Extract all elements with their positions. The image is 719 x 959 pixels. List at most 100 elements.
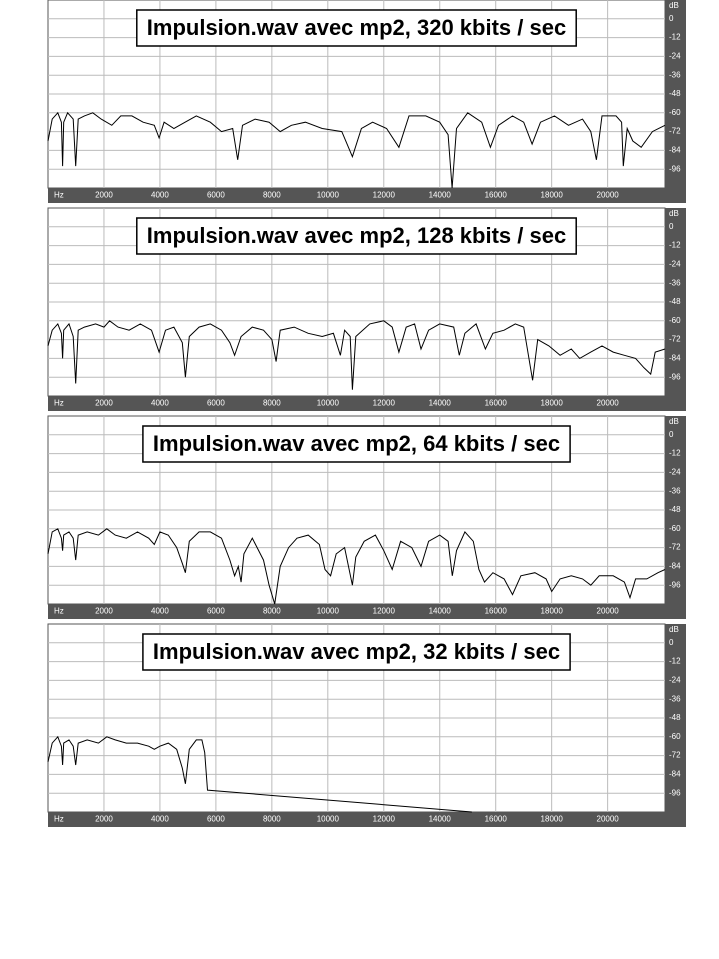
x-tick-label: 2000 [95,815,113,824]
x-tick-label: 2000 [95,399,113,408]
x-tick-label: 6000 [207,399,225,408]
x-tick-label: 20000 [597,815,620,824]
x-tick-label: 6000 [207,191,225,200]
y-tick-label: -96 [669,580,681,589]
x-tick-label: 14000 [429,399,452,408]
x-tick-label: 12000 [373,607,396,616]
y-tick-label: -12 [669,33,681,42]
y-tick-label: -36 [669,70,681,79]
x-axis-label: Hz [54,815,64,824]
y-axis-label: dB [669,417,679,426]
x-tick-label: 8000 [263,191,281,200]
y-tick-label: 0 [669,430,674,439]
x-tick-label: 18000 [541,191,564,200]
y-tick-label: -48 [669,713,681,722]
x-tick-label: 10000 [317,607,340,616]
x-tick-label: 6000 [207,607,225,616]
x-tick-label: 16000 [485,399,508,408]
x-tick-label: 8000 [263,399,281,408]
y-tick-label: -48 [669,505,681,514]
y-tick-label: -84 [669,562,681,571]
y-tick-label: -84 [669,146,681,155]
y-tick-label: -96 [669,164,681,173]
x-tick-label: 12000 [373,191,396,200]
spectrum-panel: 2000 4000 6000 8000 10000 12000 14000 16000 1800… [47,623,686,827]
chart-title: Impulsion.wav avec mp2, 128 kbits / sec [147,223,566,248]
spectrum-panel: 2000 4000 6000 8000 10000 12000 14000 16000 1800… [47,415,686,619]
y-tick-label: 0 [669,14,674,23]
x-tick-label: 16000 [485,607,508,616]
spectrum-line [47,735,472,813]
x-tick-label: 10000 [317,399,340,408]
x-axis-bar [48,396,686,411]
y-tick-label: -24 [669,52,681,61]
x-tick-label: 10000 [317,191,340,200]
x-axis-label: Hz [54,191,64,200]
y-axis-bar [665,0,686,203]
y-tick-label: -48 [669,89,681,98]
x-tick-label: 8000 [263,607,281,616]
x-tick-label: 18000 [541,815,564,824]
x-axis-label: Hz [54,607,64,616]
x-tick-label: 16000 [485,191,508,200]
y-axis-bar [665,208,686,411]
chart-title: Impulsion.wav avec mp2, 320 kbits / sec [147,15,566,40]
y-tick-label: -12 [669,449,681,458]
x-tick-label: 14000 [429,607,452,616]
y-axis-bar [665,624,686,827]
x-axis-bar [48,188,686,203]
x-tick-label: 20000 [597,191,620,200]
x-tick-label: 14000 [429,191,452,200]
x-tick-label: 8000 [263,815,281,824]
spectrum-line [47,320,666,390]
x-tick-label: 18000 [541,399,564,408]
x-axis-bar [48,812,686,827]
x-tick-label: 4000 [151,191,169,200]
y-axis-label: dB [669,1,679,10]
y-axis-label: dB [669,209,679,218]
spectrum-line [47,111,666,189]
title-box [136,217,577,255]
x-tick-label: 4000 [151,607,169,616]
y-tick-label: -12 [669,657,681,666]
x-tick-label: 18000 [541,607,564,616]
x-tick-label: 2000 [95,191,113,200]
y-tick-label: -72 [669,335,681,344]
y-tick-label: -84 [669,354,681,363]
y-tick-label: -36 [669,694,681,703]
y-tick-label: 0 [669,222,674,231]
spectrum-panel: 2000 4000 6000 8000 10000 12000 14000 16000 1800… [47,0,686,203]
x-tick-label: 4000 [151,399,169,408]
y-tick-label: -12 [669,241,681,250]
y-tick-label: -36 [669,486,681,495]
y-tick-label: -60 [669,524,681,533]
x-tick-label: 20000 [597,399,620,408]
x-tick-label: 14000 [429,815,452,824]
x-tick-label: 2000 [95,607,113,616]
y-tick-label: -60 [669,316,681,325]
y-tick-label: -24 [669,468,681,477]
y-tick-label: -96 [669,372,681,381]
x-tick-label: 12000 [373,815,396,824]
y-tick-label: -24 [669,676,681,685]
spectrum-panel: 2000 4000 6000 8000 10000 12000 14000 16000 1800… [47,207,686,411]
y-tick-label: -60 [669,732,681,741]
y-tick-label: -84 [669,770,681,779]
y-tick-label: -72 [669,751,681,760]
x-tick-label: 10000 [317,815,340,824]
x-axis-label: Hz [54,399,64,408]
title-box [142,425,571,463]
spectrum-line [47,528,666,605]
chart-title: Impulsion.wav avec mp2, 64 kbits / sec [153,431,560,456]
y-axis-label: dB [669,625,679,634]
chart-title: Impulsion.wav avec mp2, 32 kbits / sec [153,639,560,664]
title-box [136,9,577,47]
y-tick-label: -24 [669,260,681,269]
y-tick-label: 0 [669,638,674,647]
y-axis-bar [665,416,686,619]
y-tick-label: -60 [669,108,681,117]
y-tick-label: -48 [669,297,681,306]
title-box [142,633,571,671]
